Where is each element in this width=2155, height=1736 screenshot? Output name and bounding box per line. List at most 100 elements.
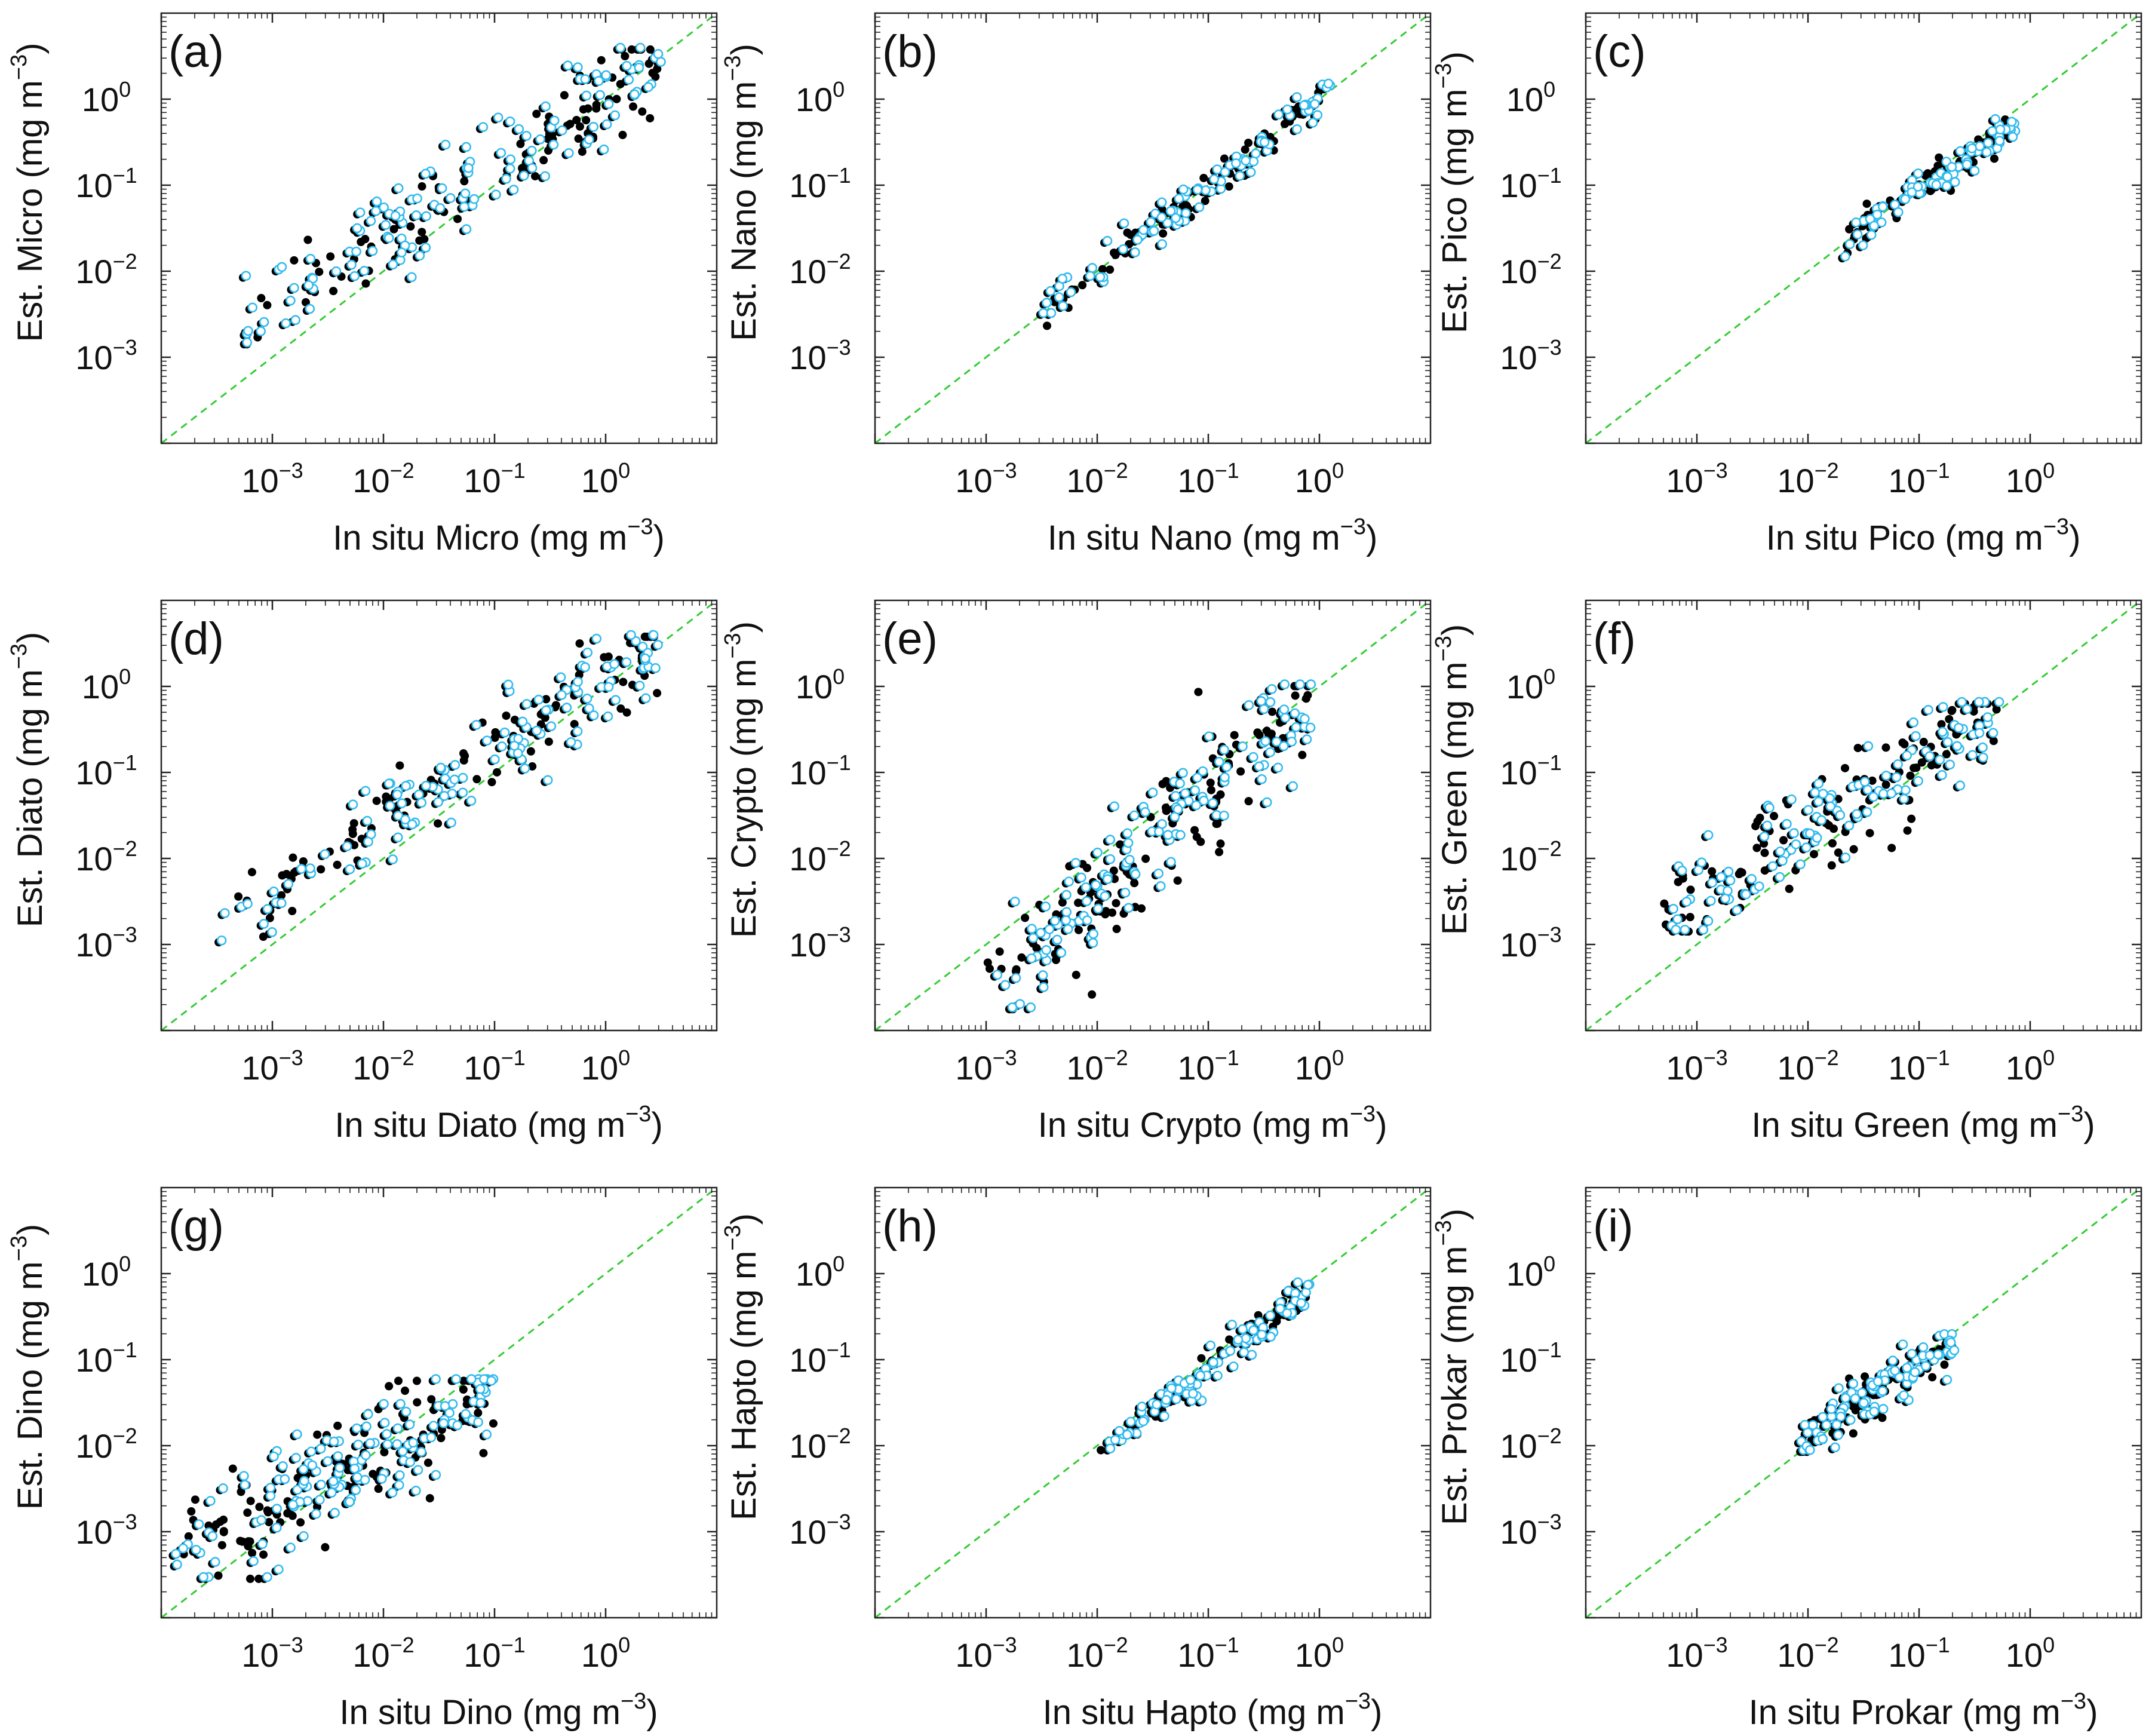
validation-point xyxy=(1782,818,1792,829)
panel-e: 10−3 10−3 10−2 10−2 10−1 10−1 100 100 (e) In situ… xyxy=(720,599,1432,1145)
estimate-point xyxy=(1779,836,1788,845)
validation-point xyxy=(1092,847,1103,858)
estimate-point xyxy=(1199,173,1208,182)
validation-point xyxy=(1192,185,1203,195)
validation-point xyxy=(1258,704,1269,714)
validation-point xyxy=(1818,1434,1828,1444)
estimate-point xyxy=(548,131,557,140)
validation-point xyxy=(342,841,352,851)
estimate-point xyxy=(1937,720,1946,729)
estimate-point xyxy=(380,1447,389,1456)
validation-point xyxy=(1220,772,1230,783)
x-tick-label: 10−2 xyxy=(1066,1045,1128,1087)
validation-point xyxy=(1693,865,1703,875)
validation-point xyxy=(446,817,456,828)
validation-point xyxy=(1833,1430,1844,1440)
validation-point xyxy=(1920,1361,1931,1371)
validation-point xyxy=(351,246,361,257)
validation-point xyxy=(1826,1404,1837,1414)
estimate-point xyxy=(1206,778,1215,787)
validation-point xyxy=(1816,815,1826,826)
estimate-point xyxy=(616,79,625,88)
validation-point xyxy=(172,1559,182,1570)
estimate-point xyxy=(1207,786,1215,795)
validation-point xyxy=(624,75,634,85)
validation-point xyxy=(1273,762,1284,773)
estimate-point xyxy=(1097,1446,1106,1455)
validation-point xyxy=(395,1470,405,1480)
validation-point xyxy=(1895,1372,1905,1382)
validation-point xyxy=(557,690,567,700)
x-axis-label: In situ Pico (mg m−3) xyxy=(1766,514,2081,557)
validation-point xyxy=(1235,171,1245,181)
validation-point xyxy=(541,101,551,112)
validation-point xyxy=(299,1531,309,1541)
estimate-point xyxy=(1947,707,1956,716)
validation-point xyxy=(1026,1002,1036,1013)
validation-point xyxy=(420,168,431,179)
validation-point xyxy=(348,799,358,810)
validation-point xyxy=(383,233,394,243)
validation-point xyxy=(262,1572,272,1582)
validation-point xyxy=(435,762,446,773)
estimate-point xyxy=(526,747,535,756)
x-tick-label: 100 xyxy=(581,1045,630,1087)
validation-point xyxy=(1247,1349,1257,1360)
validation-point xyxy=(1299,100,1309,111)
validation-point xyxy=(603,682,614,692)
estimate-point xyxy=(575,639,584,648)
estimate-point xyxy=(1106,265,1115,274)
validation-point xyxy=(1199,795,1209,806)
validation-point xyxy=(1178,768,1188,778)
validation-point xyxy=(376,1474,387,1484)
estimate-point xyxy=(1021,913,1030,922)
estimate-point xyxy=(1224,182,1233,191)
estimate-point xyxy=(628,680,637,689)
validation-point xyxy=(635,42,646,53)
estimate-point xyxy=(1241,145,1250,154)
validation-point xyxy=(1767,861,1778,872)
validation-point xyxy=(1835,1411,1846,1422)
panel-tag: (d) xyxy=(168,614,224,664)
validation-point xyxy=(1866,229,1877,240)
validation-point xyxy=(280,1474,290,1485)
estimate-point xyxy=(349,819,358,828)
validation-point xyxy=(1840,251,1850,262)
validation-point xyxy=(1938,726,1948,737)
validation-point xyxy=(1038,982,1049,992)
validation-point xyxy=(1154,826,1164,837)
validation-point xyxy=(265,1490,276,1501)
validation-point xyxy=(1974,697,1984,707)
validation-point xyxy=(1194,202,1205,213)
validation-point xyxy=(1931,179,1942,190)
validation-point xyxy=(1046,308,1057,318)
validation-point xyxy=(1238,741,1248,752)
estimate-point xyxy=(1281,119,1290,128)
x-tick-label: 10−3 xyxy=(241,1045,303,1087)
x-tick-label: 10−1 xyxy=(1177,458,1239,499)
validation-point xyxy=(352,223,363,234)
validation-point xyxy=(394,1480,404,1490)
x-tick-label: 10−3 xyxy=(1666,1633,1727,1674)
validation-point xyxy=(283,879,294,890)
estimate-point xyxy=(1298,750,1307,759)
estimate-point xyxy=(1190,826,1199,835)
validation-point xyxy=(1103,874,1113,884)
estimate-point xyxy=(492,768,501,777)
panel-tag: (a) xyxy=(168,26,224,77)
estimate-point xyxy=(412,1376,421,1385)
validation-point xyxy=(481,1429,492,1440)
validation-point xyxy=(1902,1363,1912,1373)
y-tick-label: 100 xyxy=(1506,1252,1555,1293)
estimate-point xyxy=(1849,1402,1858,1411)
validation-point xyxy=(459,201,469,212)
estimate-point xyxy=(413,1398,422,1407)
validation-point xyxy=(1260,736,1271,747)
estimate-point xyxy=(621,52,630,61)
validation-point xyxy=(584,134,594,145)
panel-tag: (e) xyxy=(882,614,938,664)
validation-point xyxy=(1267,684,1277,694)
estimate-point xyxy=(257,294,266,303)
y-axis-label: Est. Crypto (mg m−3) xyxy=(720,621,763,938)
validation-point xyxy=(458,772,468,783)
